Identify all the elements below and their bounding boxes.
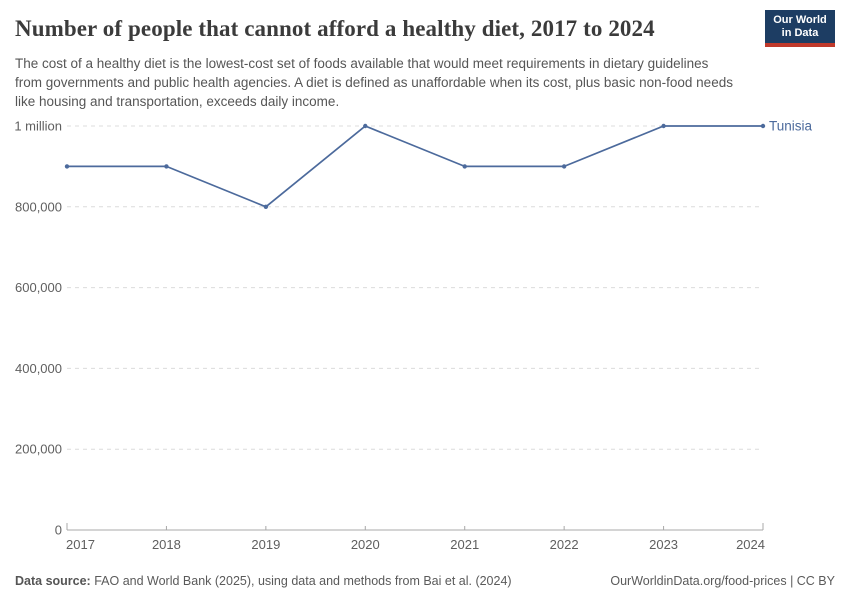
- x-axis-tick-label: 2022: [550, 537, 579, 552]
- data-point[interactable]: [561, 164, 567, 169]
- data-source-text: FAO and World Bank (2025), using data an…: [94, 574, 512, 588]
- x-axis-tick-label: 2023: [649, 537, 678, 552]
- data-point[interactable]: [462, 164, 467, 169]
- y-axis-tick-label: 600,000: [15, 280, 62, 295]
- data-point[interactable]: [263, 204, 269, 209]
- entity-label[interactable]: Tunisia: [769, 119, 813, 134]
- data-source-note: Data source: FAO and World Bank (2025), …: [15, 574, 512, 588]
- y-axis-tick-label: 1 million: [14, 119, 62, 134]
- chart-subtitle: The cost of a healthy diet is the lowest…: [15, 56, 733, 110]
- data-point[interactable]: [164, 164, 169, 169]
- x-axis-tick-label: 2024: [736, 537, 765, 552]
- y-axis-tick-label: 200,000: [15, 442, 62, 457]
- chart-footer: Data source: FAO and World Bank (2025), …: [15, 574, 835, 588]
- x-axis-tick-label: 2021: [450, 537, 479, 552]
- y-axis-tick-label: 0: [55, 523, 62, 538]
- y-axis-tick-label: 800,000: [15, 199, 62, 214]
- data-point[interactable]: [661, 123, 666, 129]
- page-title: Number of people that cannot afford a he…: [15, 16, 655, 41]
- x-axis-tick-label: 2017: [66, 537, 95, 552]
- chart-area: 0 200,000 400,000 600,000 800,000 1 million 20…: [0, 100, 850, 560]
- series-line-tunisia[interactable]: [67, 125, 763, 208]
- owid-logo-line2: in Data: [781, 26, 819, 39]
- data-point[interactable]: [760, 123, 766, 129]
- y-axis-tick-label: 400,000: [15, 361, 62, 376]
- x-axis-tick-label: 2020: [351, 537, 380, 552]
- x-axis-tick-label: 2018: [152, 537, 181, 552]
- data-point[interactable]: [363, 123, 368, 129]
- credit-link[interactable]: OurWorldinData.org/food-prices | CC BY: [610, 574, 835, 588]
- data-point[interactable]: [64, 164, 70, 169]
- owid-logo-line1: Our World: [773, 14, 827, 26]
- owid-logo[interactable]: Our World in Data: [765, 10, 835, 47]
- line-chart-canvas: 0 200,000 400,000 600,000 800,000 1 million 20…: [14, 119, 813, 553]
- data-source-label: Data source:: [15, 574, 91, 588]
- x-axis-tick-label: 2019: [251, 537, 280, 552]
